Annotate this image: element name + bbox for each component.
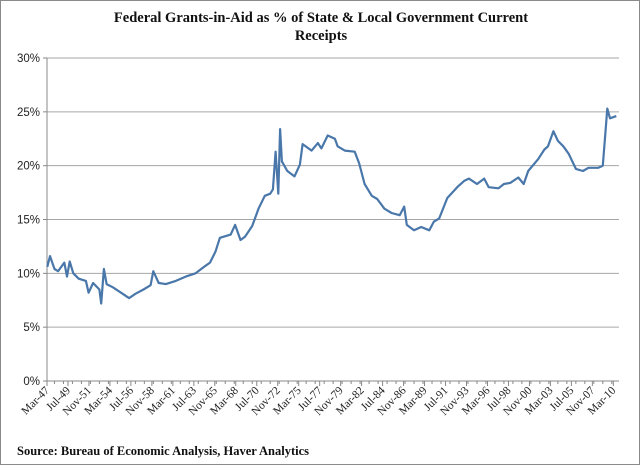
y-tick-label: 25% bbox=[17, 107, 40, 119]
y-tick-label: 10% bbox=[17, 268, 40, 280]
series-line bbox=[46, 107, 617, 305]
y-tick-label: 0% bbox=[23, 376, 40, 388]
chart-title-line-2: Receipts bbox=[294, 28, 348, 44]
y-tick-label: 5% bbox=[23, 322, 40, 334]
y-tick-label: 30% bbox=[17, 53, 40, 65]
chart-title: Federal Grants-in-Aid as % of State & Lo… bbox=[1, 9, 639, 45]
source-note: Source: Bureau of Economic Analysis, Hav… bbox=[17, 444, 310, 458]
y-tick-label: 20% bbox=[17, 161, 40, 173]
y-tick-label: 15% bbox=[17, 215, 40, 227]
chart-title-line-1: Federal Grants-in-Aid as % of State & Lo… bbox=[113, 10, 529, 26]
